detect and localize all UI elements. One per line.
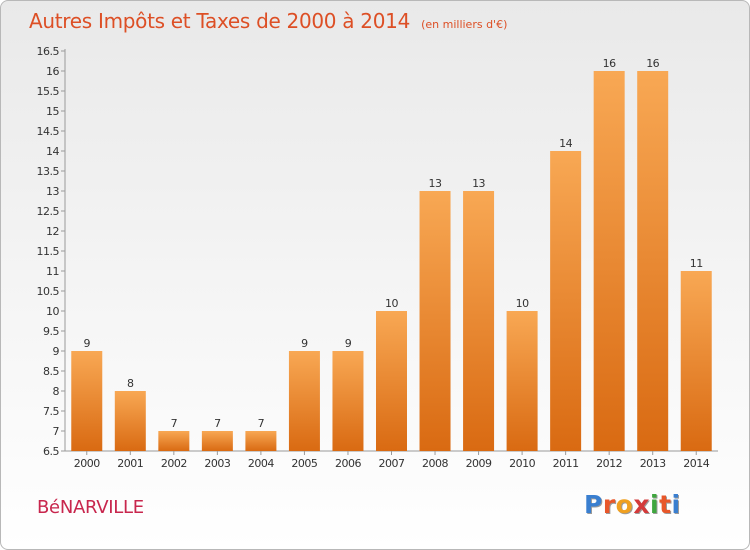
y-tick-label: 10 bbox=[46, 305, 59, 318]
x-tick-label: 2000 bbox=[74, 457, 100, 470]
logo-letter: P bbox=[584, 490, 603, 519]
y-tick-label: 9 bbox=[53, 345, 60, 358]
bar bbox=[245, 431, 277, 451]
data-label: 7 bbox=[258, 417, 265, 430]
data-label: 16 bbox=[646, 57, 659, 70]
y-tick-label: 12 bbox=[46, 225, 59, 238]
x-tick-label: 2009 bbox=[466, 457, 492, 470]
bar bbox=[550, 151, 582, 451]
y-tick-label: 14.5 bbox=[37, 125, 60, 138]
logo-letter: x bbox=[633, 490, 650, 519]
logo-letter: r bbox=[602, 490, 616, 519]
y-tick-label: 7 bbox=[53, 425, 60, 438]
chart-title-block: Autres Impôts et Taxes de 2000 à 2014 (e… bbox=[29, 9, 507, 33]
data-label: 7 bbox=[214, 417, 221, 430]
y-tick-label: 14 bbox=[46, 145, 59, 158]
bar bbox=[71, 351, 103, 451]
logo-letter: o bbox=[615, 490, 634, 519]
data-label: 13 bbox=[472, 177, 485, 190]
data-label: 10 bbox=[516, 297, 529, 310]
logo-letter: t bbox=[659, 490, 672, 519]
x-tick-label: 2007 bbox=[379, 457, 405, 470]
y-tick-label: 11.5 bbox=[37, 245, 60, 258]
proxiti-logo[interactable]: Proxiti bbox=[584, 490, 681, 519]
chart-axes: 6.5 7 7.5 8 8.5 9 9.5 10 10.5 11 11.5 12 12.5 13 13.5 1… bbox=[37, 45, 718, 470]
bar bbox=[288, 351, 320, 451]
x-tick-label: 2013 bbox=[640, 457, 666, 470]
x-tick-label: 2003 bbox=[204, 457, 230, 470]
bar bbox=[114, 391, 146, 451]
y-tick-label: 13 bbox=[46, 185, 59, 198]
chart-bars: 9 8 7 7 7 9 9 10 13 13 10 14 16 16 11 bbox=[71, 57, 712, 451]
x-tick-label: 2012 bbox=[596, 457, 622, 470]
bar bbox=[680, 271, 712, 451]
x-tick-label: 2010 bbox=[509, 457, 535, 470]
bar bbox=[593, 71, 625, 451]
y-tick-label: 16.5 bbox=[37, 45, 60, 58]
x-tick-label: 2002 bbox=[161, 457, 187, 470]
data-label: 13 bbox=[429, 177, 442, 190]
y-tick-label: 7.5 bbox=[43, 405, 59, 418]
city-name: BéNARVILLE bbox=[37, 497, 144, 518]
data-label: 8 bbox=[127, 377, 134, 390]
chart-subtitle: (en milliers d'€) bbox=[421, 18, 508, 31]
y-tick-label: 15 bbox=[46, 105, 59, 118]
x-tick-label: 2008 bbox=[422, 457, 448, 470]
x-tick-label: 2001 bbox=[117, 457, 143, 470]
x-tick-label: 2011 bbox=[553, 457, 579, 470]
y-tick-label: 6.5 bbox=[43, 445, 59, 458]
chart-title: Autres Impôts et Taxes de 2000 à 2014 bbox=[29, 9, 410, 33]
y-tick-label: 15.5 bbox=[37, 85, 60, 98]
y-tick-label: 13.5 bbox=[37, 165, 60, 178]
logo-letter: i bbox=[650, 490, 660, 519]
bar bbox=[201, 431, 233, 451]
bar bbox=[419, 191, 451, 451]
data-label: 14 bbox=[559, 137, 572, 150]
data-label: 10 bbox=[385, 297, 398, 310]
y-tick-label: 8 bbox=[53, 385, 60, 398]
bar bbox=[332, 351, 364, 451]
data-label: 9 bbox=[84, 337, 91, 350]
y-tick-label: 10.5 bbox=[37, 285, 60, 298]
data-label: 7 bbox=[171, 417, 178, 430]
logo-letter: i bbox=[671, 490, 681, 519]
bar bbox=[158, 431, 190, 451]
x-tick-label: 2014 bbox=[683, 457, 709, 470]
x-tick-label: 2006 bbox=[335, 457, 361, 470]
y-tick-label: 9.5 bbox=[43, 325, 59, 338]
x-tick-label: 2005 bbox=[291, 457, 317, 470]
y-tick-label: 8.5 bbox=[43, 365, 59, 378]
bar bbox=[637, 71, 669, 451]
y-tick-label: 16 bbox=[46, 65, 59, 78]
data-label: 9 bbox=[301, 337, 308, 350]
bar bbox=[376, 311, 407, 451]
data-label: 16 bbox=[603, 57, 616, 70]
data-label: 9 bbox=[345, 337, 352, 350]
data-label: 11 bbox=[690, 257, 703, 270]
bar bbox=[463, 191, 495, 451]
y-tick-label: 12.5 bbox=[37, 205, 60, 218]
bar bbox=[506, 311, 538, 451]
x-tick-label: 2004 bbox=[248, 457, 274, 470]
y-tick-label: 11 bbox=[46, 265, 59, 278]
